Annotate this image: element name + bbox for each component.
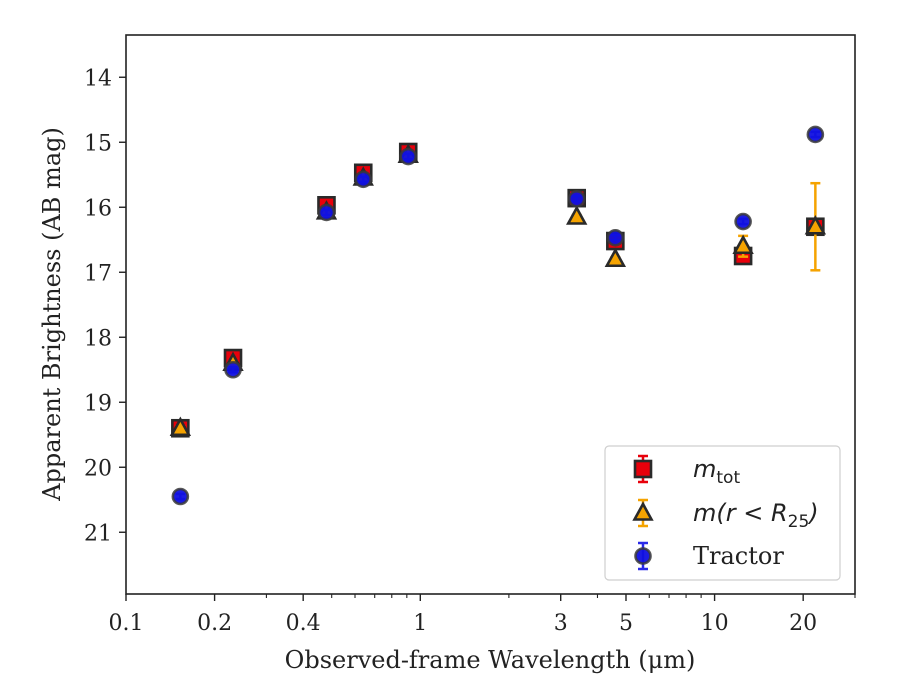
series-triangle-point-8 bbox=[804, 215, 827, 235]
legend-label-square: mtot bbox=[693, 455, 740, 488]
plot-frame bbox=[125, 34, 856, 595]
legend-marker-triangle bbox=[632, 501, 654, 521]
x-tick-label-7: 20 bbox=[789, 611, 817, 636]
legend-label-triangle: m(r < R25) bbox=[693, 499, 819, 532]
series-circle-point-6 bbox=[606, 229, 625, 247]
series-circle-point-4 bbox=[399, 147, 418, 166]
y-tick-label-7: 21 bbox=[84, 521, 112, 546]
y-axis-label: Apparent Brightness (AB mag) bbox=[38, 127, 66, 502]
series-circle bbox=[171, 125, 825, 506]
y-tick-label-4: 18 bbox=[84, 326, 112, 351]
data-series bbox=[169, 125, 827, 506]
legend: mtot m(r < R25) Tractor bbox=[604, 445, 841, 581]
series-triangle-point-7 bbox=[732, 234, 754, 255]
x-tick-label-5: 5 bbox=[619, 611, 633, 636]
y-tick-label-5: 19 bbox=[84, 391, 112, 416]
series-circle-point-1 bbox=[224, 360, 242, 379]
y-tick-label-0: 14 bbox=[84, 66, 112, 91]
series-triangle-point-0 bbox=[169, 416, 192, 437]
legend-box bbox=[604, 445, 841, 581]
x-axis-label: Observed-frame Wavelength (μm) bbox=[285, 646, 696, 674]
x-tick-label-6: 10 bbox=[701, 611, 729, 636]
series-circle-point-8 bbox=[806, 125, 825, 144]
x-tick-label-4: 3 bbox=[554, 611, 568, 636]
series-circle-point-3 bbox=[354, 170, 373, 189]
series-circle-point-5 bbox=[567, 190, 586, 208]
series-circle-point-0 bbox=[171, 487, 190, 506]
x-tick-label-3: 1 bbox=[413, 611, 427, 636]
y-tick-label-2: 16 bbox=[84, 196, 112, 221]
legend-marker-circle bbox=[634, 547, 652, 565]
x-tick-label-2: 0.4 bbox=[286, 611, 321, 636]
y-tick-label-3: 17 bbox=[84, 261, 112, 286]
series-circle-point-7 bbox=[734, 212, 752, 231]
x-tick-label-0: 0.1 bbox=[109, 611, 144, 636]
axis-ticks: 0.1 0.2 0.4 1 3 5 10 20 14 15 16 17 18 19 20 21 bbox=[84, 66, 817, 636]
y-tick-label-6: 20 bbox=[84, 456, 112, 481]
legend-label-circle: Tractor bbox=[693, 542, 784, 570]
series-circle-point-2 bbox=[317, 203, 336, 222]
x-tick-label-1: 0.2 bbox=[197, 611, 232, 636]
legend-marker-square bbox=[633, 459, 653, 479]
y-tick-label-1: 15 bbox=[84, 131, 112, 156]
series-triangle-point-5 bbox=[566, 205, 588, 225]
series-triangle-point-6 bbox=[604, 247, 627, 268]
